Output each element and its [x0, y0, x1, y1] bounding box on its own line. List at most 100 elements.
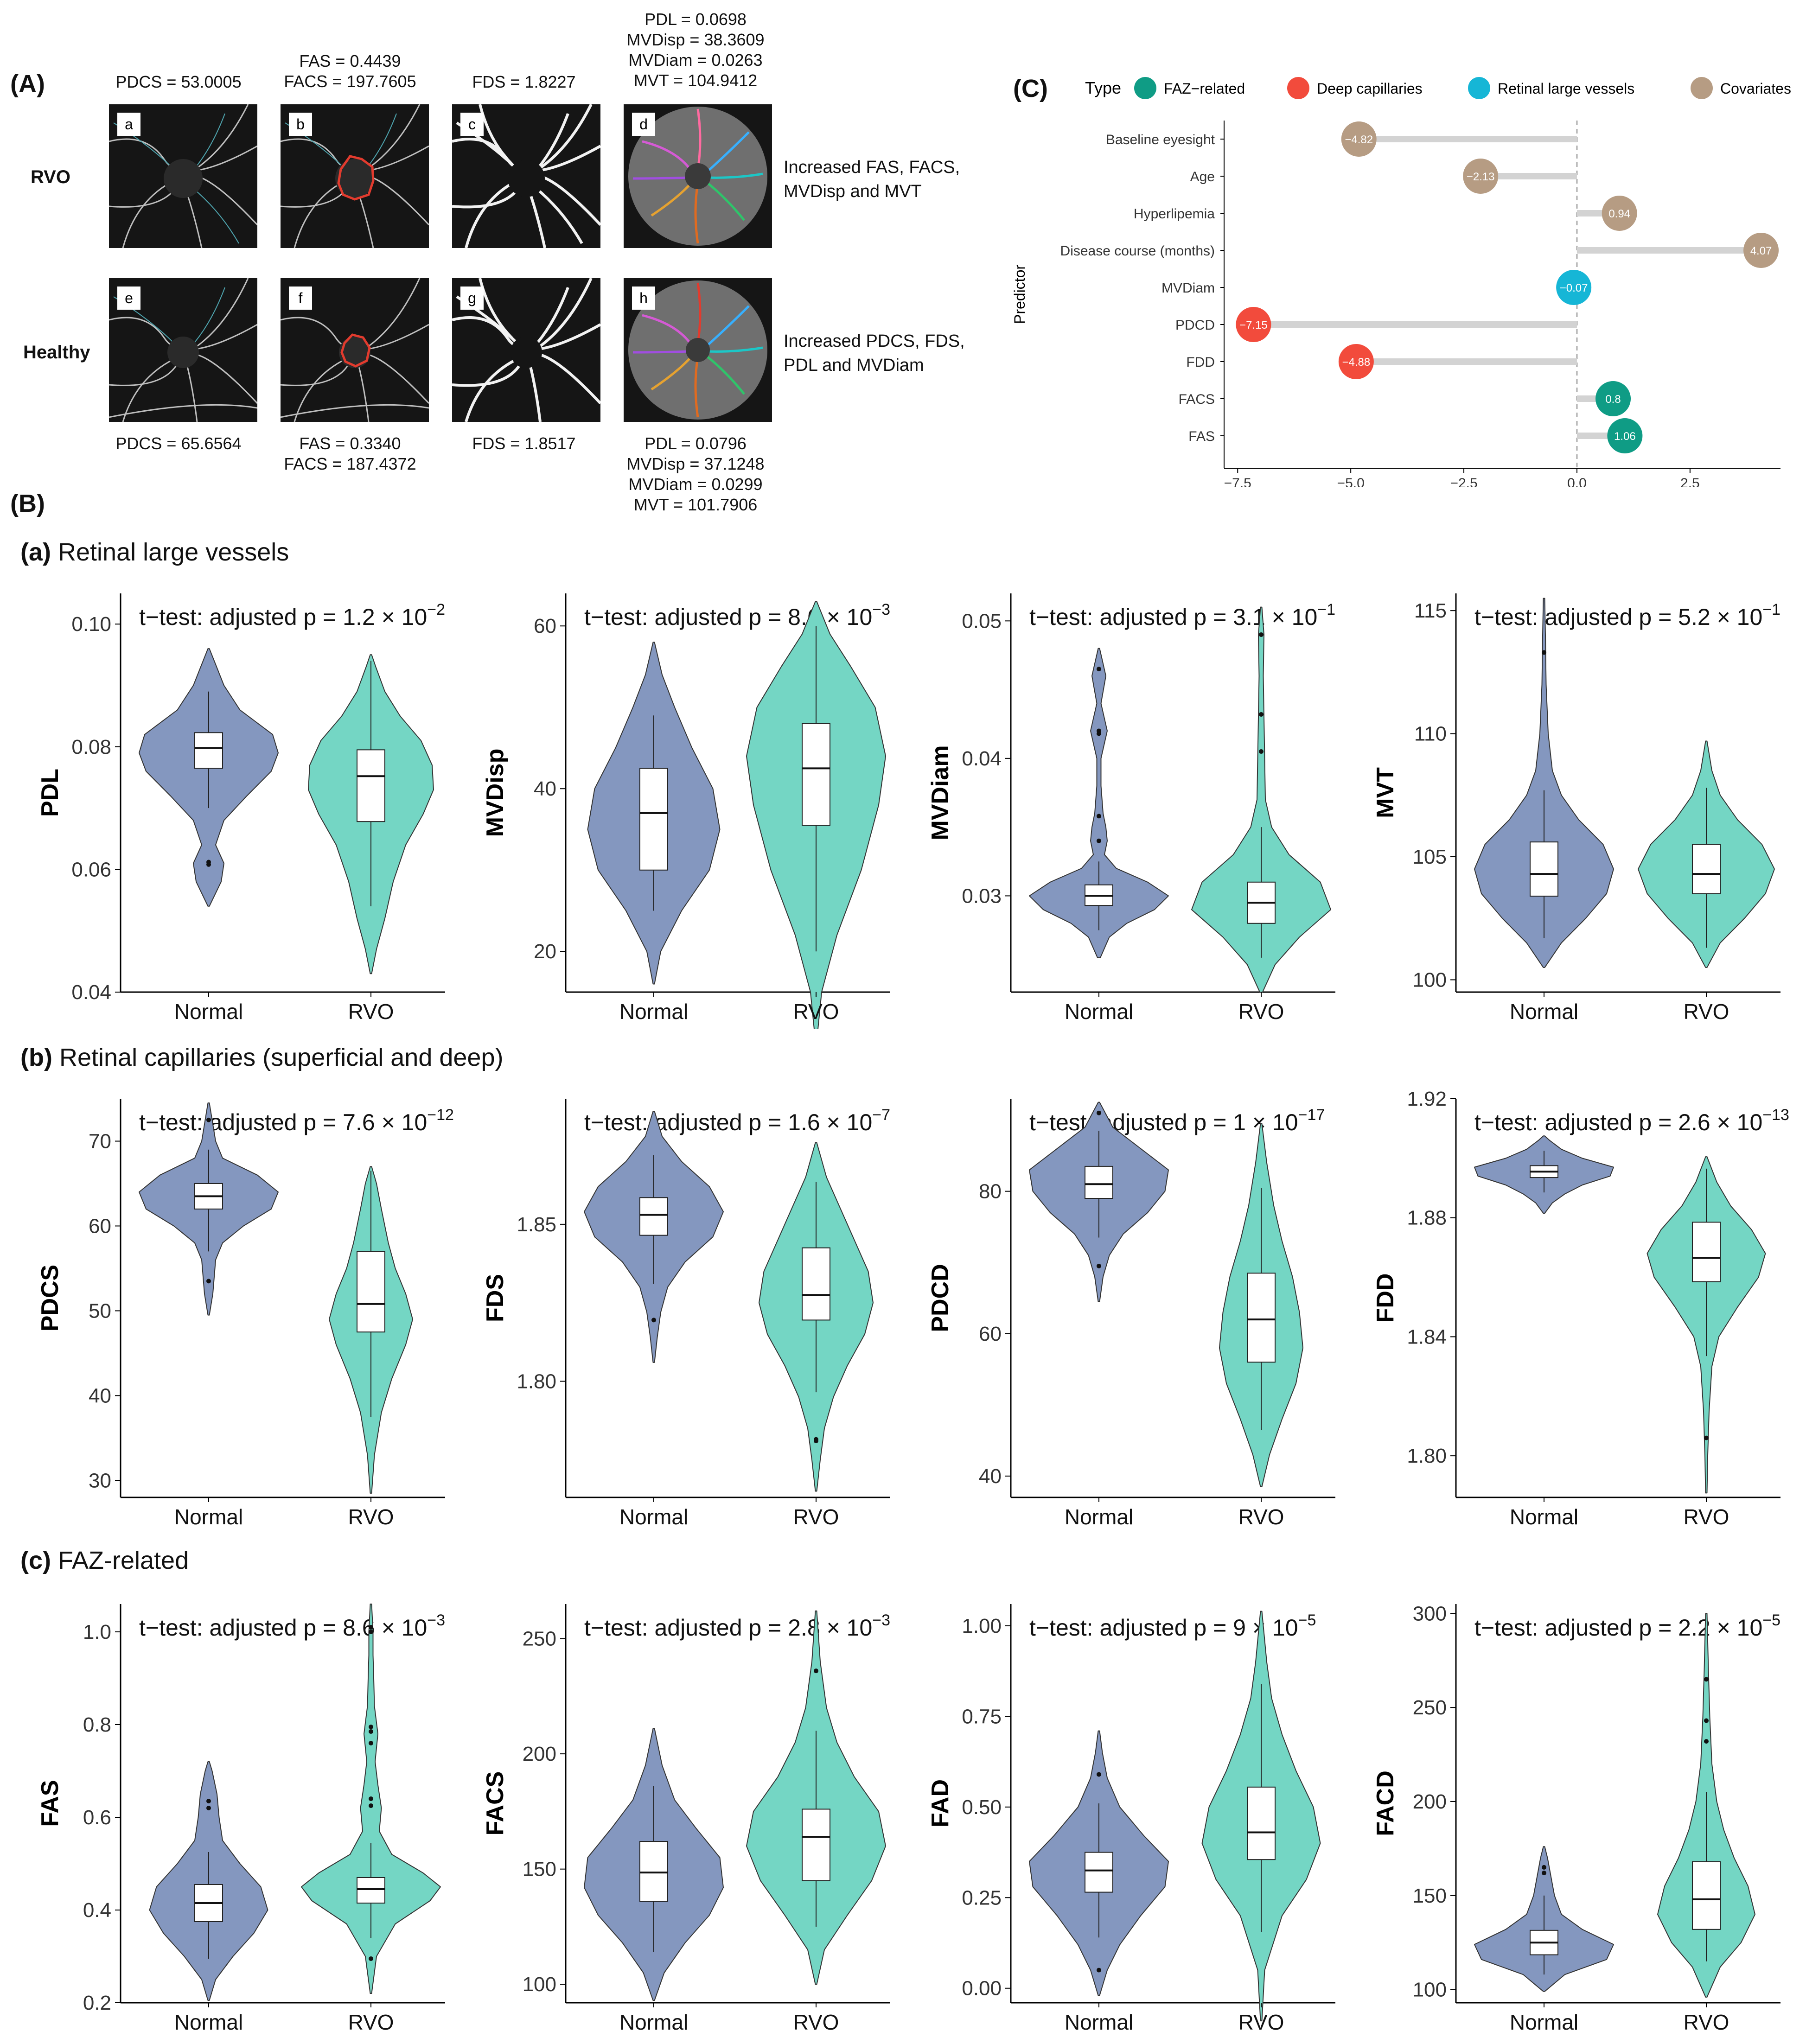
iqr-box: [1530, 841, 1558, 897]
x-tick-label: Normal: [174, 1000, 243, 1024]
violin-chart-pdl: 0.04 0.06 0.08 0.10 PDL t−test: adjusted p = …: [37, 593, 445, 1024]
healthy-metric-1: PDCS = 65.6564: [115, 434, 242, 453]
y-axis-label: MVDisp: [482, 749, 509, 837]
x-tick-label: Normal: [1065, 2010, 1133, 2034]
legend-label: Covariates: [1720, 80, 1791, 97]
test-exponent: −5: [1762, 1611, 1780, 1629]
outlier-point: [1704, 1718, 1709, 1723]
violin-body: [1029, 648, 1169, 958]
image-tag: f: [289, 287, 312, 310]
y-tick-label: 40: [979, 1465, 1002, 1488]
y-tick-label: 1.88: [1407, 1207, 1447, 1229]
outlier-point: [1097, 814, 1101, 819]
outlier-point: [206, 1806, 211, 1810]
iqr-box: [639, 1841, 668, 1902]
oct-image-f: f: [281, 278, 429, 422]
x-tick-label: RVO: [1684, 1000, 1729, 1024]
y-tick-label: 250: [523, 1628, 556, 1650]
test-annotation: t−test: adjusted p = 2.2 × 10−5: [1474, 1611, 1780, 1641]
section-title-faz: (c) FAZ-related: [20, 1547, 189, 1574]
legend-label: FAZ−related: [1164, 80, 1245, 97]
lollipop-value-label: −4.88: [1342, 356, 1371, 369]
image-tag: b: [289, 113, 312, 136]
test-annotation: t−test: adjusted p = 3.1 × 10−1: [1029, 601, 1335, 630]
outlier-point: [1704, 1677, 1709, 1682]
test-annotation: t−test: adjusted p = 2.8 × 10−3: [584, 1611, 890, 1641]
lollipop-chart: Type FAZ−related Deep capillaries Retinal l…: [1011, 77, 1791, 487]
test-text: t−test: adjusted p = 1.6 × 10: [584, 1109, 872, 1135]
rvo-metric-4: PDL = 0.0698 MVDisp = 38.3609 MVDiam = 0…: [626, 10, 765, 90]
iqr-box: [1247, 1273, 1276, 1363]
y-tick-label: 0.25: [962, 1886, 1002, 1909]
violin-chart-pdcd: 40 60 80 PDCD t−test: adjusted p = 1 × 10−17…: [927, 1099, 1335, 1529]
outlier-point: [206, 1117, 211, 1122]
test-text: t−test: adjusted p = 8.6 × 10: [584, 604, 872, 630]
legend-swatch: [1691, 77, 1713, 99]
y-tick-label: 70: [89, 1130, 111, 1153]
lollipop-dot: [1607, 418, 1643, 453]
iqr-box: [639, 1197, 668, 1236]
lollipop-dot: [1463, 159, 1499, 194]
x-tick-label: RVO: [348, 1000, 394, 1024]
lollipop-value-label: 4.07: [1750, 245, 1772, 257]
iqr-box: [1085, 1852, 1113, 1893]
rvo-metric-3: FDS = 1.8227: [472, 72, 576, 91]
y-tick-label: 30: [89, 1469, 111, 1492]
x-tick-label: Normal: [1510, 1000, 1578, 1024]
image-tag: g: [460, 287, 484, 310]
iqr-box: [1692, 1861, 1721, 1930]
y-tick-label: 105: [1413, 846, 1447, 868]
iqr-box: [802, 1808, 830, 1881]
y-axis-label: MVT: [1372, 767, 1399, 818]
outlier-point: [1259, 632, 1264, 637]
violin-chart-facs: 100 150 200 250 FACS t−test: adjusted p = 2.8…: [482, 1604, 890, 2034]
x-tick-label: Normal: [174, 1505, 243, 1529]
test-annotation: t−test: adjusted p = 7.6 × 10−12: [139, 1106, 454, 1135]
outlier-point: [369, 1625, 373, 1630]
row-label-healthy: Healthy: [23, 342, 90, 363]
outlier-point: [651, 1318, 656, 1323]
outlier-point: [1097, 838, 1101, 843]
outlier-point: [369, 1803, 373, 1808]
x-tick-label: RVO: [1684, 1505, 1729, 1529]
test-annotation: t−test: adjusted p = 1 × 10−17: [1029, 1106, 1325, 1135]
y-tick-label: 60: [979, 1323, 1002, 1345]
y-tick-label: 200: [523, 1743, 556, 1765]
lollipop-dot: [1338, 344, 1374, 379]
outlier-point: [369, 1796, 373, 1801]
y-tick-label: 0.8: [83, 1713, 111, 1736]
test-annotation: t−test: adjusted p = 1.2 × 10−2: [139, 601, 445, 630]
legend-label: Retinal large vessels: [1498, 80, 1634, 97]
violin-chart-fds: 1.80 1.85 FDS t−test: adjusted p = 1.6 × 10…: [482, 1099, 890, 1529]
test-exponent: −12: [427, 1106, 454, 1124]
test-exponent: −2: [427, 601, 445, 618]
y-tick-label: 0.06: [71, 858, 111, 881]
predictor-label: Hyperlipemia: [1134, 206, 1215, 222]
test-annotation: t−test: adjusted p = 8.6 × 10−3: [584, 601, 890, 630]
test-exponent: −1: [1762, 601, 1780, 618]
y-tick-label: 20: [534, 940, 556, 963]
y-tick-label: 300: [1413, 1602, 1447, 1625]
image-tag: c: [460, 113, 484, 136]
iqr-box: [1085, 1165, 1113, 1199]
outlier-point: [814, 1437, 818, 1442]
x-tick-label: Normal: [1510, 2010, 1578, 2034]
iqr-box: [802, 723, 830, 826]
outlier-point: [369, 1741, 373, 1745]
violin-body: [1191, 606, 1331, 993]
y-tick-label: 1.80: [1407, 1445, 1447, 1467]
y-tick-label: 150: [523, 1858, 556, 1881]
legend-swatch: [1134, 77, 1156, 99]
x-tick-label: RVO: [793, 1000, 839, 1024]
y-tick-label: 110: [1414, 723, 1447, 745]
lollipop-value-label: −4.82: [1345, 134, 1373, 146]
outlier-point: [1704, 1739, 1709, 1744]
x-tick-label: RVO: [793, 2010, 839, 2034]
x-tick-label: −5.0: [1337, 476, 1365, 487]
legend-swatch: [1287, 77, 1309, 99]
y-axis-label: PDCD: [927, 1264, 954, 1332]
x-tick-label: Normal: [174, 2010, 243, 2034]
rvo-description: Increased FAS, FACS, MVDisp and MVT: [784, 158, 960, 201]
image-tag: e: [117, 287, 140, 310]
y-tick-label: 100: [1413, 1979, 1447, 2001]
